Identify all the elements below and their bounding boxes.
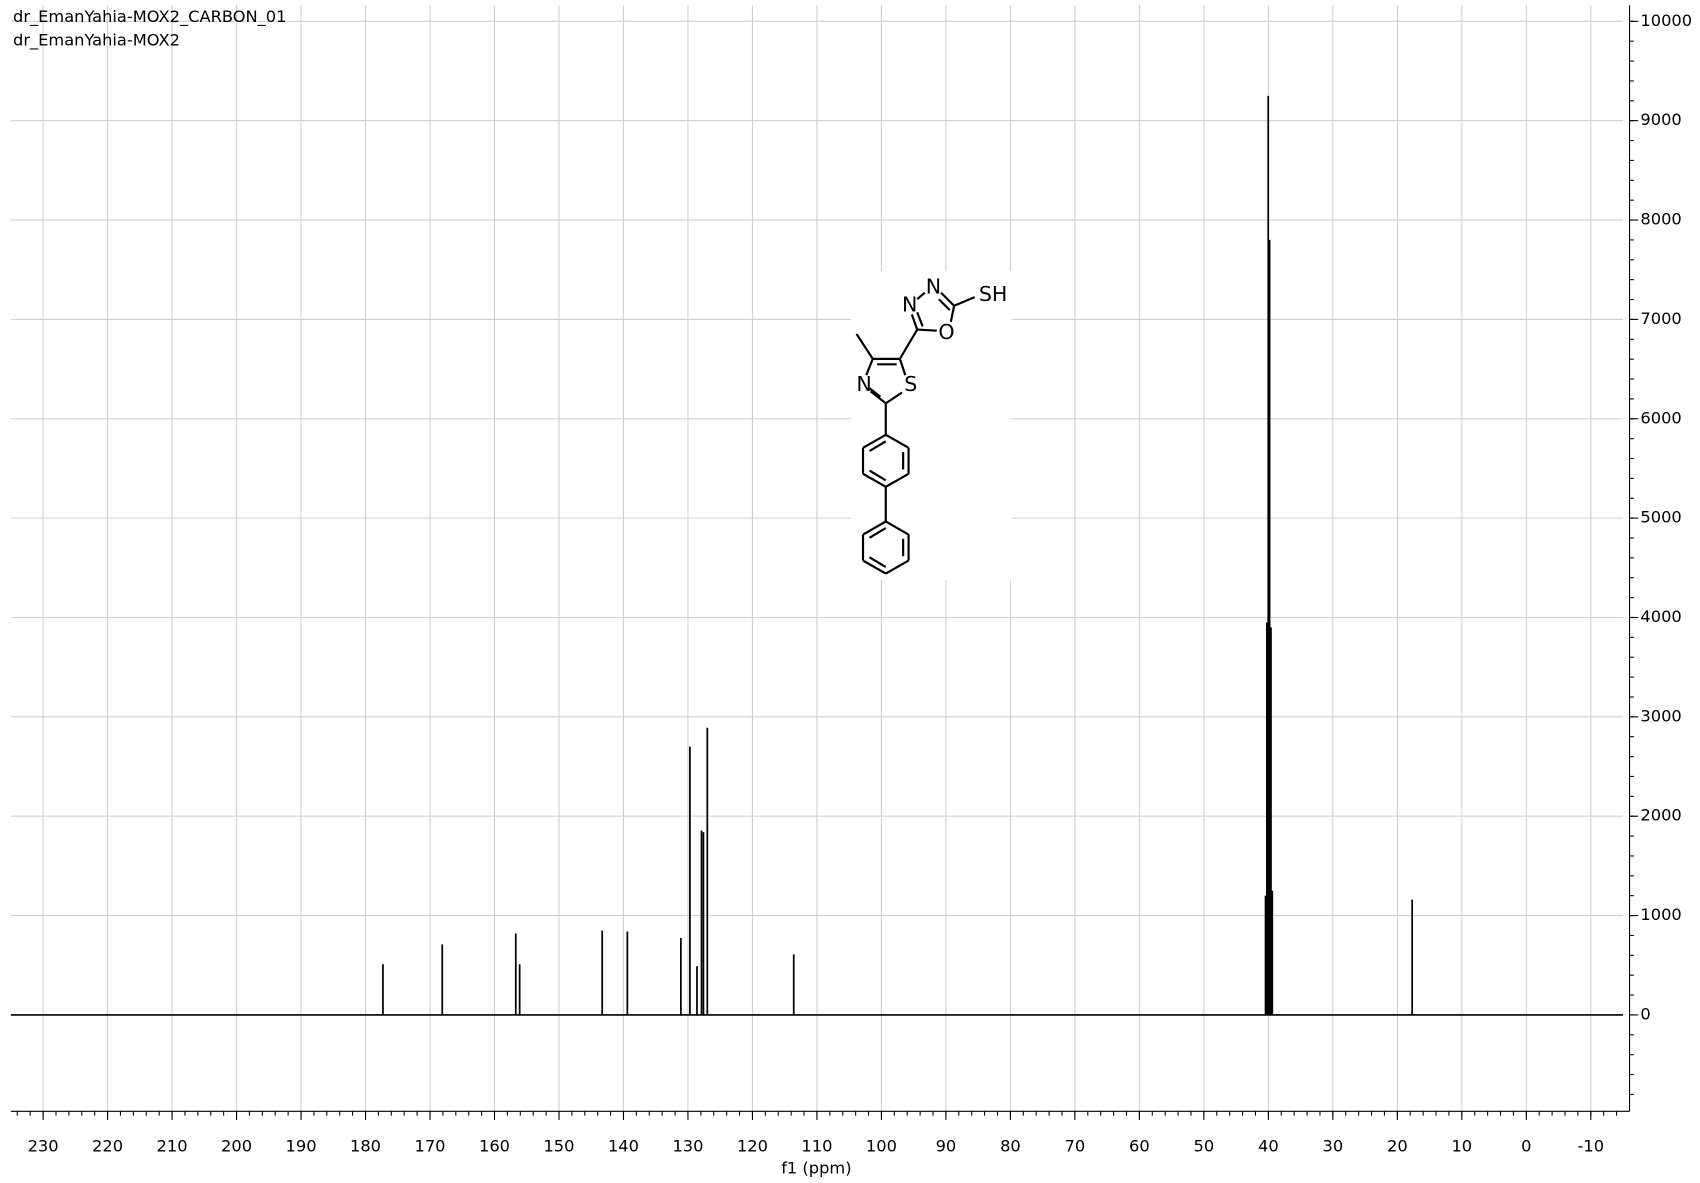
y-tick-label: 4000 bbox=[1640, 607, 1681, 626]
bond bbox=[885, 472, 910, 488]
bond bbox=[868, 556, 887, 568]
bond bbox=[868, 440, 887, 452]
x-tick-label: 160 bbox=[479, 1137, 510, 1156]
y-tick-label: 0 bbox=[1640, 1004, 1650, 1023]
atom-label: N bbox=[856, 372, 871, 396]
bond bbox=[910, 314, 919, 330]
structure: N N SH O N S bbox=[851, 271, 1012, 581]
bond bbox=[868, 387, 882, 398]
x-tick-label: 170 bbox=[414, 1137, 445, 1156]
x-tick-label: 20 bbox=[1387, 1137, 1408, 1156]
x-axis-label: f1 (ppm) bbox=[781, 1158, 851, 1177]
bond bbox=[855, 333, 874, 360]
bond bbox=[916, 311, 924, 327]
bond bbox=[898, 329, 919, 360]
x-tick-label: 80 bbox=[1000, 1137, 1021, 1156]
bond bbox=[885, 433, 910, 449]
x-tick-label: 100 bbox=[866, 1137, 897, 1156]
x-tick-label: 10 bbox=[1451, 1137, 1472, 1156]
y-tick-label: 1000 bbox=[1640, 905, 1681, 924]
bond bbox=[868, 469, 887, 482]
bond bbox=[885, 520, 910, 536]
bond bbox=[953, 296, 976, 307]
atom-label: O bbox=[938, 320, 954, 344]
bond bbox=[940, 291, 955, 307]
axes: 230 220 210 200 190 180 170 160 150 140 130 120 110 1… bbox=[10, 5, 1692, 1156]
y-tick-label: 5000 bbox=[1640, 508, 1681, 527]
bond bbox=[862, 559, 887, 575]
y-tick-label: 3000 bbox=[1640, 706, 1681, 725]
grid bbox=[10, 5, 1624, 1112]
x-tick-label: 50 bbox=[1194, 1137, 1215, 1156]
structure-background bbox=[851, 271, 1012, 581]
bond bbox=[869, 390, 887, 405]
x-tick-label: 230 bbox=[28, 1137, 59, 1156]
y-tick-label: 7000 bbox=[1640, 309, 1681, 328]
x-tick-label: 180 bbox=[350, 1137, 381, 1156]
bond bbox=[885, 391, 903, 405]
bond bbox=[862, 433, 887, 449]
x-tick-label: 120 bbox=[737, 1137, 768, 1156]
bond bbox=[862, 472, 887, 488]
bond bbox=[865, 358, 874, 376]
x-tick-label: 200 bbox=[221, 1137, 252, 1156]
x-tick-label: 150 bbox=[543, 1137, 574, 1156]
x-tick-label: 30 bbox=[1323, 1137, 1344, 1156]
atom-label: N bbox=[926, 274, 941, 298]
x-tick-label: 70 bbox=[1065, 1137, 1086, 1156]
y-tick-label: 2000 bbox=[1640, 806, 1681, 825]
chart-title: dr_EmanYahia-MOX2_CARBON_01 bbox=[13, 7, 286, 27]
bond bbox=[916, 291, 926, 301]
x-tick-label: -10 bbox=[1578, 1137, 1605, 1156]
bond bbox=[868, 527, 887, 539]
x-tick-label: 0 bbox=[1521, 1137, 1531, 1156]
bond bbox=[938, 298, 951, 311]
y-tick-label: 6000 bbox=[1640, 408, 1681, 427]
atom-label: S bbox=[904, 372, 917, 396]
atom-label: N bbox=[902, 293, 917, 317]
plot-root: 230 220 210 200 190 180 170 160 150 140 130 120 110 1… bbox=[10, 5, 1692, 1177]
x-tick-label: 60 bbox=[1129, 1137, 1150, 1156]
x-tick-label: 210 bbox=[157, 1137, 188, 1156]
x-tick-label: 190 bbox=[286, 1137, 317, 1156]
bond bbox=[885, 559, 910, 575]
x-tick-label: 40 bbox=[1258, 1137, 1279, 1156]
y-tick-label: 10000 bbox=[1640, 11, 1692, 30]
bond bbox=[917, 328, 937, 332]
x-tick-label: 140 bbox=[608, 1137, 639, 1156]
bond bbox=[949, 305, 956, 323]
bond bbox=[862, 520, 887, 536]
chart-subtitle: dr_EmanYahia-MOX2 bbox=[13, 31, 180, 51]
x-tick-label: 130 bbox=[672, 1137, 703, 1156]
marks bbox=[10, 95, 1624, 1016]
y-tick-label: 9000 bbox=[1640, 110, 1681, 129]
bond bbox=[898, 358, 907, 376]
atom-label: SH bbox=[979, 282, 1008, 306]
y-tick-label: 8000 bbox=[1640, 210, 1681, 229]
x-tick-label: 110 bbox=[801, 1137, 832, 1156]
x-tick-label: 220 bbox=[92, 1137, 123, 1156]
x-tick-label: 90 bbox=[936, 1137, 957, 1156]
